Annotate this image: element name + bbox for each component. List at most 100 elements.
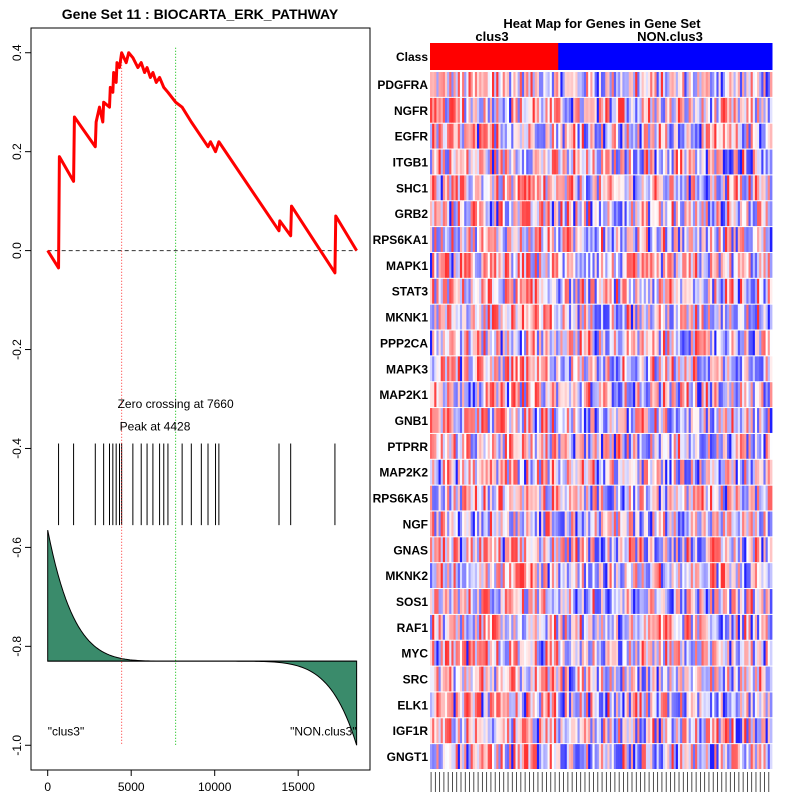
heatmap-cell <box>581 511 585 537</box>
heatmap-cell <box>545 356 548 382</box>
heatmap-cell <box>462 666 465 692</box>
heatmap-cell <box>442 640 446 666</box>
heatmap-cell <box>502 278 506 304</box>
heatmap-cell <box>746 692 749 718</box>
heatmap-cell <box>528 72 531 97</box>
heatmap-cell <box>615 485 619 511</box>
heatmap-cell <box>528 175 531 201</box>
heatmap-cell <box>449 459 452 485</box>
heatmap-cell <box>641 666 645 692</box>
heatmap-cell <box>699 278 702 304</box>
heatmap-cell <box>519 149 523 175</box>
heatmap-cell <box>643 692 647 718</box>
heatmap-cell <box>716 614 719 640</box>
heatmap-cell <box>477 485 480 511</box>
heatmap-cell <box>641 614 645 640</box>
heatmap-cell <box>605 718 608 744</box>
heatmap-cell <box>442 744 446 769</box>
heatmap-cell <box>485 227 489 252</box>
heatmap-cell <box>718 744 722 769</box>
heatmap-cell <box>494 537 497 563</box>
heatmap-cell <box>444 485 448 511</box>
heatmap-cell <box>703 356 707 382</box>
heatmap-cell <box>660 382 664 408</box>
heatmap-cell <box>701 718 704 744</box>
heatmap-cell <box>590 537 593 563</box>
heatmap-cell <box>714 537 717 563</box>
heatmap-cell <box>579 459 583 485</box>
heatmap-cell <box>477 459 480 485</box>
heatmap-cell <box>630 485 634 511</box>
heatmap-cell <box>739 175 743 201</box>
heatmap-cell <box>440 72 444 97</box>
heatmap-cell <box>560 278 563 304</box>
heatmap-cell <box>496 744 499 769</box>
heatmap-cell <box>620 433 623 459</box>
heatmap-cell <box>496 692 499 718</box>
heatmap-cell <box>481 408 484 433</box>
heatmap-cell <box>438 356 442 382</box>
heatmap-cell <box>498 382 501 408</box>
heatmap-cell <box>613 511 617 537</box>
heatmap-cell <box>754 589 758 614</box>
heatmap-cell <box>765 72 769 97</box>
heatmap-cell <box>722 201 726 227</box>
heatmap-cell <box>639 175 643 201</box>
heatmap-cell <box>673 227 677 252</box>
heatmap-cell <box>434 72 437 97</box>
heatmap-cell <box>716 382 719 408</box>
heatmap-cell <box>767 485 771 511</box>
heatmap-cell <box>769 692 773 718</box>
heatmap-cell <box>489 614 493 640</box>
heatmap-cell <box>607 459 610 485</box>
heatmap-cell <box>722 408 726 433</box>
heatmap-cell <box>447 278 450 304</box>
heatmap-cell <box>714 175 717 201</box>
heatmap-cell <box>553 123 557 149</box>
heatmap-cell <box>577 589 581 614</box>
heatmap-cell <box>551 72 555 97</box>
heatmap-cell <box>607 123 610 149</box>
heatmap-cell <box>560 175 563 201</box>
heatmap-cell <box>656 718 660 744</box>
heatmap-cell <box>669 433 672 459</box>
heatmap-cell <box>489 459 493 485</box>
heatmap-cell <box>558 72 561 97</box>
heatmap-cell <box>464 278 467 304</box>
heatmap-cell <box>483 537 486 563</box>
heatmap-cell <box>677 175 681 201</box>
heatmap-cell <box>489 485 493 511</box>
heatmap-cell <box>688 72 692 97</box>
heatmap-cell <box>517 744 521 769</box>
heatmap-cell <box>562 304 566 330</box>
heatmap-cell <box>710 149 713 175</box>
heatmap-cell <box>464 201 467 227</box>
heatmap-cell <box>667 459 670 485</box>
heatmap-cell <box>549 433 553 459</box>
heatmap-title: Heat Map for Genes in Gene Set <box>503 16 701 31</box>
heatmap-cell <box>720 744 724 769</box>
heatmap-cell <box>746 537 749 563</box>
heatmap-cell <box>742 149 745 175</box>
heatmap-cell <box>682 614 685 640</box>
heatmap-cell <box>662 175 666 201</box>
heatmap-cell <box>624 123 628 149</box>
heatmap-cell <box>650 382 653 408</box>
heatmap-cell <box>581 149 585 175</box>
heatmap-cell <box>558 589 561 614</box>
heatmap-cell <box>769 563 773 589</box>
heatmap-cell <box>588 252 591 278</box>
heatmap-cell <box>684 485 687 511</box>
heatmap-cell <box>588 149 591 175</box>
heatmap-cell <box>432 227 435 252</box>
heatmap-cell <box>601 330 604 356</box>
heatmap-cell <box>459 511 463 537</box>
heatmap-cell <box>626 201 630 227</box>
heatmap-cell <box>543 252 546 278</box>
heatmap-cell <box>645 563 649 589</box>
heatmap-cell <box>656 356 660 382</box>
heatmap-cell <box>596 640 600 666</box>
heatmap-cell <box>539 485 542 511</box>
heatmap-cell <box>571 459 574 485</box>
heatmap-cell <box>455 201 459 227</box>
